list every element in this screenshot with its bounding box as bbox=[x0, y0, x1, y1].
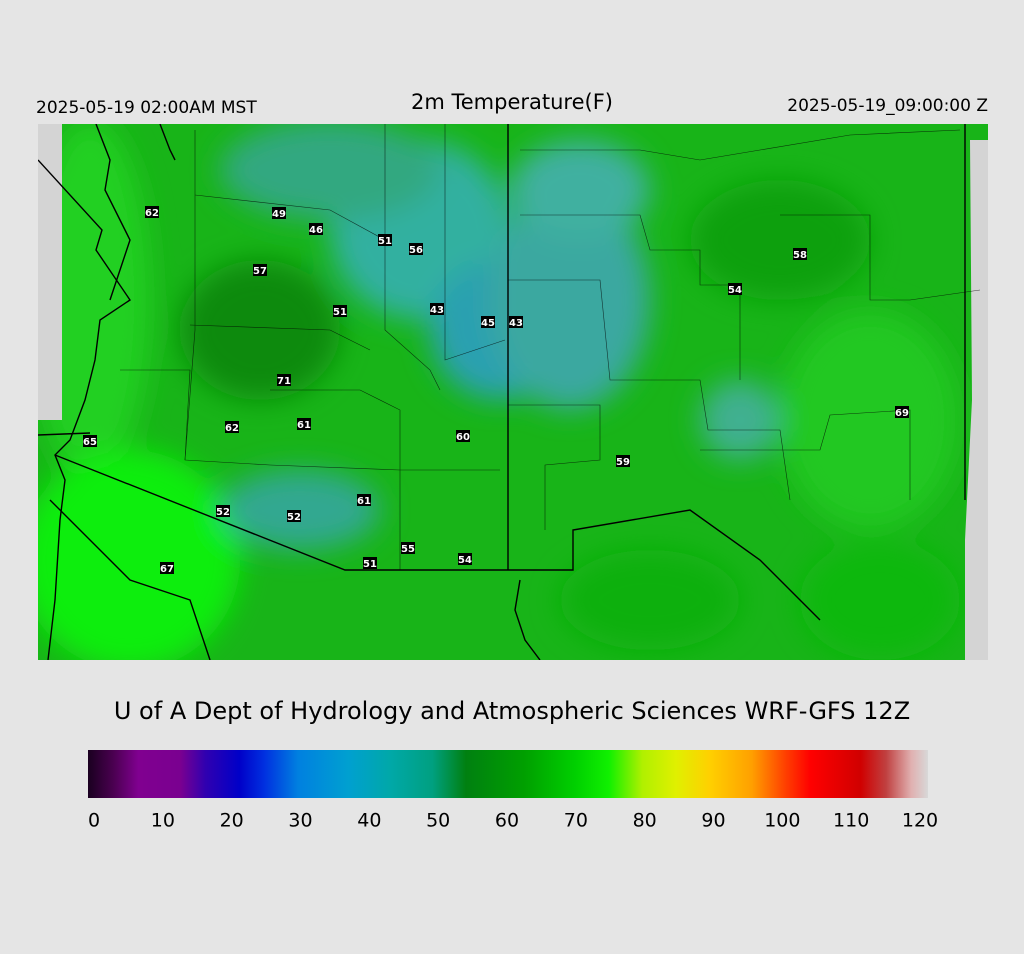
station-value: 54 bbox=[728, 285, 742, 296]
station-box bbox=[363, 557, 377, 569]
map-area: 62 49 46 51 56 57 58 54 51 43 45 43 71 62 61 60 69 65 59 61… bbox=[38, 124, 988, 660]
state-borders bbox=[38, 124, 966, 660]
map-title: 2m Temperature(F) bbox=[411, 90, 613, 114]
valid-time: 2025-05-19_09:00:00 Z bbox=[787, 96, 988, 116]
station-value: 45 bbox=[481, 318, 495, 329]
station-box bbox=[430, 303, 444, 315]
colorbar-tick-label: 30 bbox=[288, 810, 312, 832]
station-box bbox=[287, 510, 301, 522]
station-value: 52 bbox=[216, 507, 230, 518]
colorbar-tick-label: 60 bbox=[495, 810, 519, 832]
station-box bbox=[481, 316, 495, 328]
no-data-region bbox=[965, 140, 988, 660]
station-box bbox=[509, 316, 523, 328]
station-box bbox=[297, 418, 311, 430]
colorbar-tick-label: 120 bbox=[902, 810, 938, 832]
colorbar-tick-label: 100 bbox=[764, 810, 800, 832]
station-box bbox=[160, 562, 174, 574]
station-box bbox=[458, 553, 472, 565]
station-value: 62 bbox=[145, 208, 159, 219]
station-value: 60 bbox=[456, 432, 470, 443]
station-value: 51 bbox=[378, 236, 392, 247]
station-value: 71 bbox=[277, 376, 291, 387]
station-box bbox=[895, 406, 909, 418]
colorbar-tick-label: 20 bbox=[220, 810, 244, 832]
station-box bbox=[333, 305, 347, 317]
station-box bbox=[378, 234, 392, 246]
station-box bbox=[216, 505, 230, 517]
station-value: 65 bbox=[83, 437, 97, 448]
station-value: 61 bbox=[297, 420, 311, 431]
station-value: 46 bbox=[309, 225, 323, 236]
station-value: 54 bbox=[458, 555, 472, 566]
colorbar-tick-label: 110 bbox=[833, 810, 869, 832]
station-box bbox=[456, 430, 470, 442]
station-value: 67 bbox=[160, 564, 174, 575]
colorbar bbox=[88, 750, 928, 798]
station-value: 51 bbox=[333, 307, 347, 318]
colorbar-tick-label: 80 bbox=[633, 810, 657, 832]
station-value: 55 bbox=[401, 544, 415, 555]
colorbar-tick-label: 0 bbox=[88, 810, 100, 832]
station-box bbox=[793, 248, 807, 260]
station-labels: 62 49 46 51 56 57 58 54 51 43 45 43 71 62 61 60 69 65 59 61… bbox=[83, 206, 909, 575]
station-box bbox=[309, 223, 323, 235]
colorbar-tick-label: 50 bbox=[426, 810, 450, 832]
station-box bbox=[272, 207, 286, 219]
station-box bbox=[277, 374, 291, 386]
colorbar-tick-label: 10 bbox=[151, 810, 175, 832]
colorbar-tick-label: 40 bbox=[357, 810, 381, 832]
station-box bbox=[357, 494, 371, 506]
station-value: 59 bbox=[616, 457, 630, 468]
station-value: 51 bbox=[363, 559, 377, 570]
station-box bbox=[253, 264, 267, 276]
credit: U of A Dept of Hydrology and Atmospheric… bbox=[114, 697, 910, 725]
station-box bbox=[409, 243, 423, 255]
station-box bbox=[616, 455, 630, 467]
station-value: 57 bbox=[253, 266, 267, 277]
colorbar-tick-label: 90 bbox=[701, 810, 725, 832]
local-time: 2025-05-19 02:00AM MST bbox=[36, 98, 257, 118]
station-box bbox=[83, 435, 97, 447]
station-box bbox=[145, 206, 159, 218]
station-value: 56 bbox=[409, 245, 423, 256]
station-value: 69 bbox=[895, 408, 909, 419]
temperature-field bbox=[38, 124, 960, 660]
station-value: 52 bbox=[287, 512, 301, 523]
station-value: 49 bbox=[272, 209, 286, 220]
station-value: 43 bbox=[430, 305, 444, 316]
station-value: 61 bbox=[357, 496, 371, 507]
station-value: 43 bbox=[509, 318, 523, 329]
station-box bbox=[401, 542, 415, 554]
station-box bbox=[225, 421, 239, 433]
colorbar-ticks: 0 10 20 30 40 50 60 70 80 90 100 110 120 bbox=[88, 810, 938, 832]
no-data-region bbox=[38, 124, 62, 420]
colorbar-tick-label: 70 bbox=[564, 810, 588, 832]
station-value: 58 bbox=[793, 250, 807, 261]
station-value: 62 bbox=[225, 423, 239, 434]
county-borders bbox=[120, 124, 981, 570]
station-box bbox=[728, 283, 742, 295]
